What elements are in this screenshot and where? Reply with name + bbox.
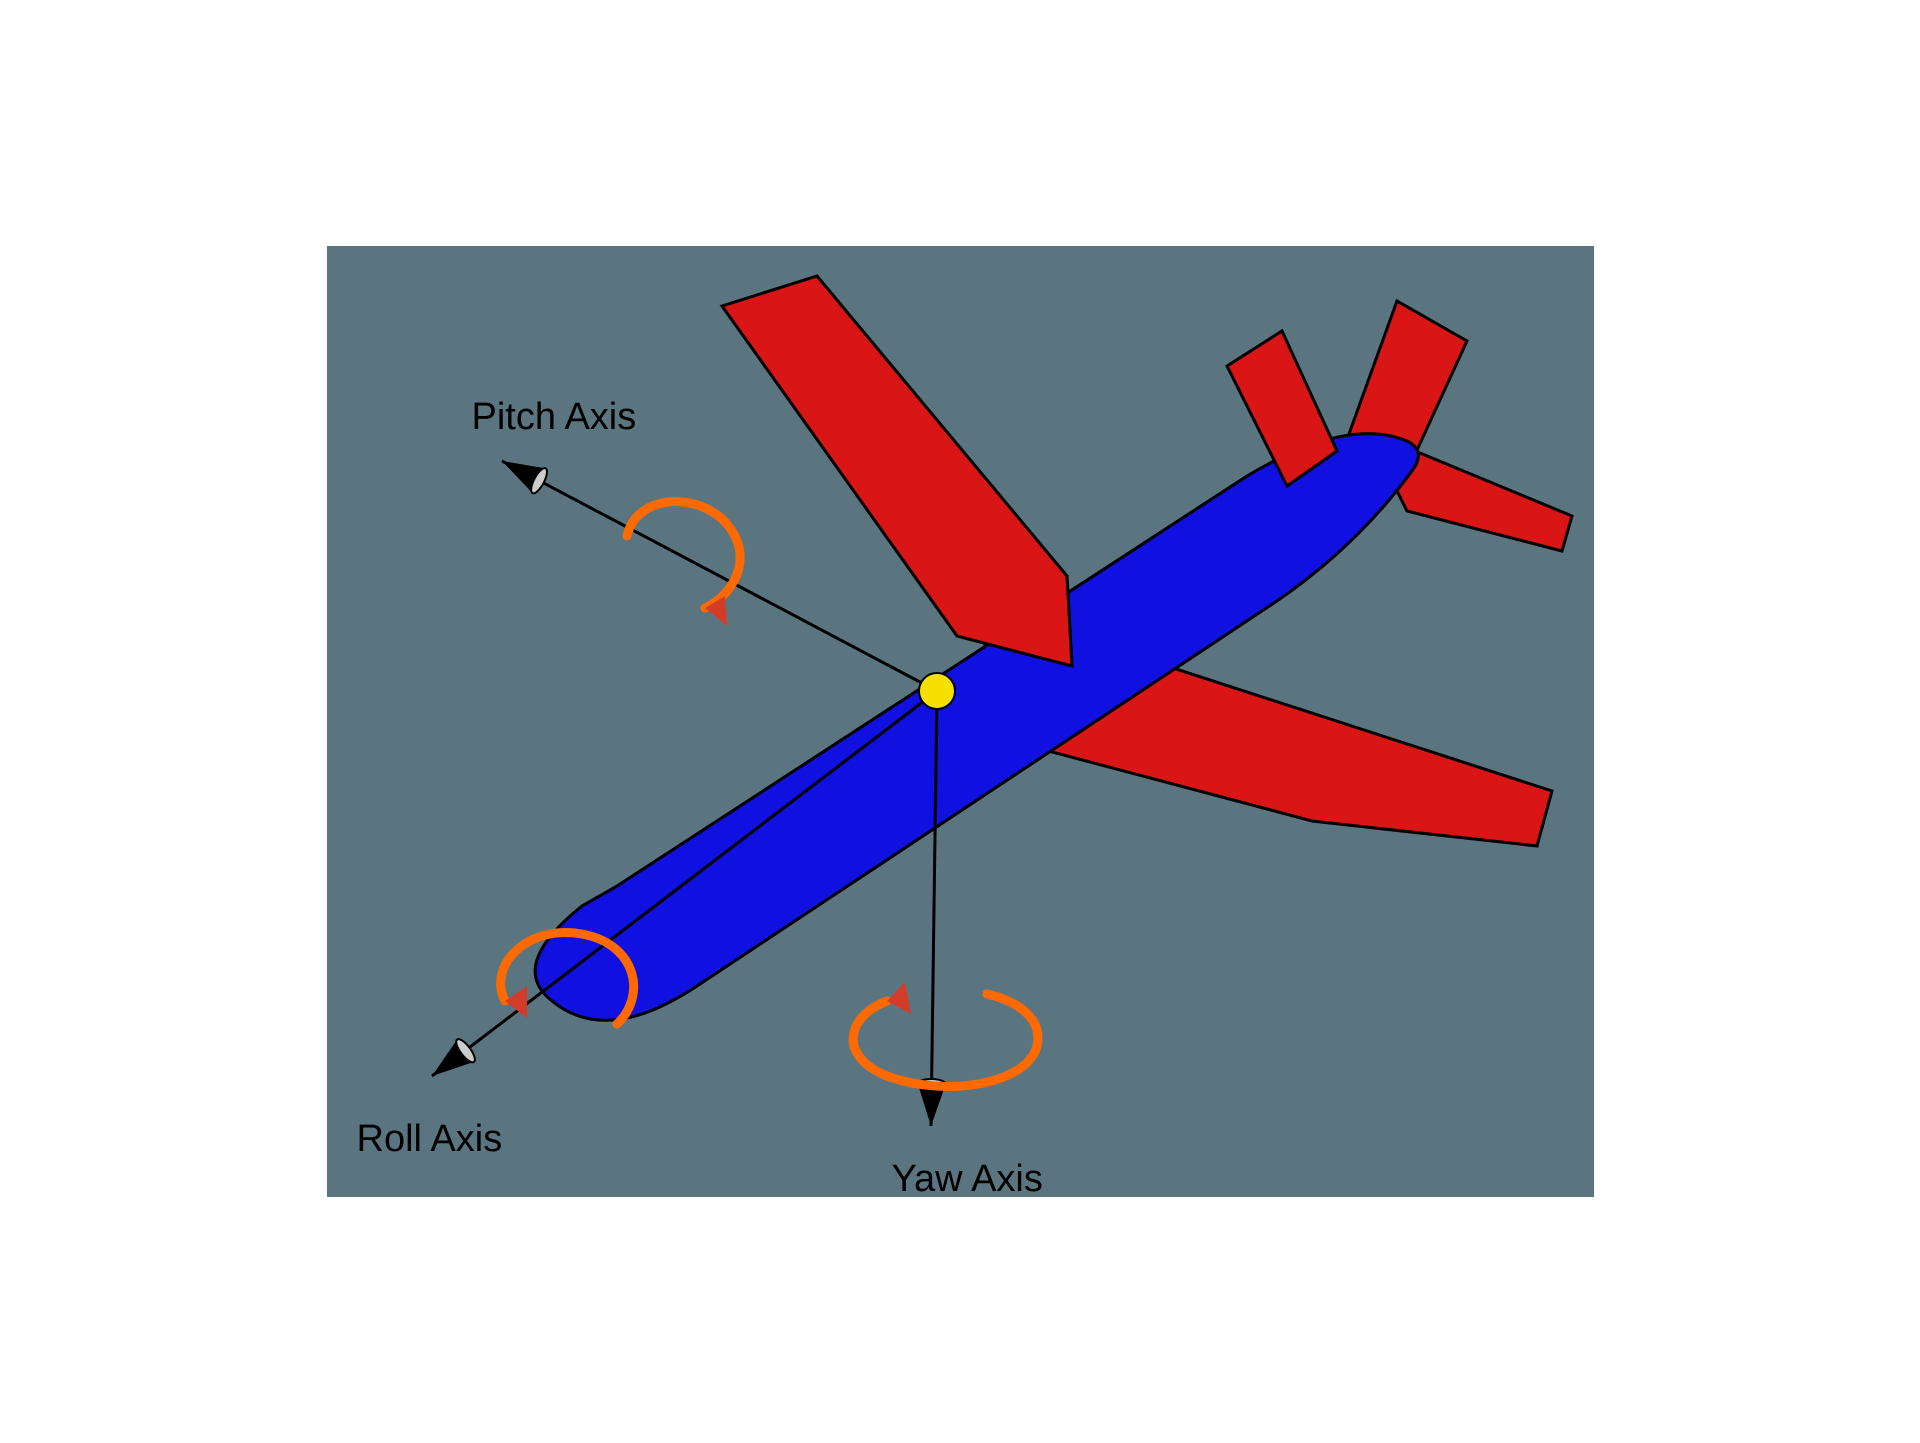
yaw-axis-label: Yaw Axis bbox=[892, 1158, 1043, 1201]
diagram-svg bbox=[327, 246, 1594, 1197]
center-of-gravity bbox=[919, 673, 955, 709]
aircraft-axes-diagram: Pitch Axis Roll Axis Yaw Axis bbox=[327, 246, 1594, 1197]
roll-axis-label: Roll Axis bbox=[357, 1118, 503, 1161]
pitch-axis-label: Pitch Axis bbox=[472, 396, 637, 439]
